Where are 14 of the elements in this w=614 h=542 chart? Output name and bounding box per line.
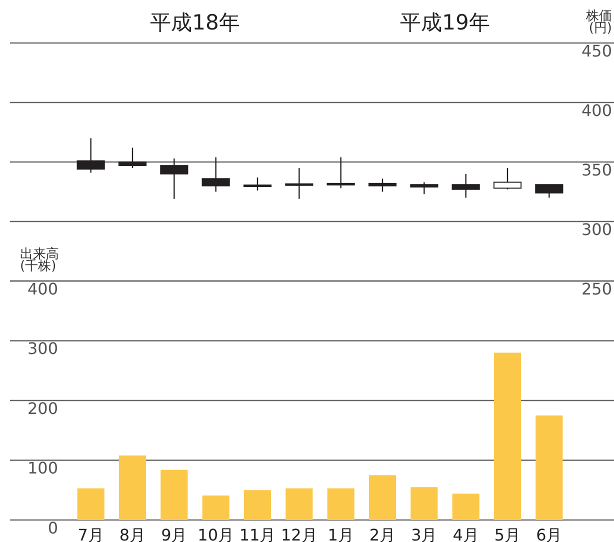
y-tick-label: 300 xyxy=(581,220,612,239)
y-tick-label: 400 xyxy=(581,100,612,120)
y-axis-title: 株価 (円) xyxy=(585,9,612,36)
y-tick-label: 200 xyxy=(27,398,58,418)
y-tick-label: 0 xyxy=(48,518,58,538)
y-axis-title: 出来高 (千株) xyxy=(20,246,59,274)
text: 平成18年 xyxy=(150,10,240,35)
text: 平成19年 xyxy=(400,10,490,35)
y-tick-label: 100 xyxy=(27,458,58,478)
y-tick-label: 450 xyxy=(581,41,612,60)
y-tick-label: 400 xyxy=(27,279,58,298)
y-tick-label: 350 xyxy=(581,160,612,180)
y-tick-label: 250 xyxy=(581,279,612,298)
y-tick-label: 300 xyxy=(27,339,58,358)
